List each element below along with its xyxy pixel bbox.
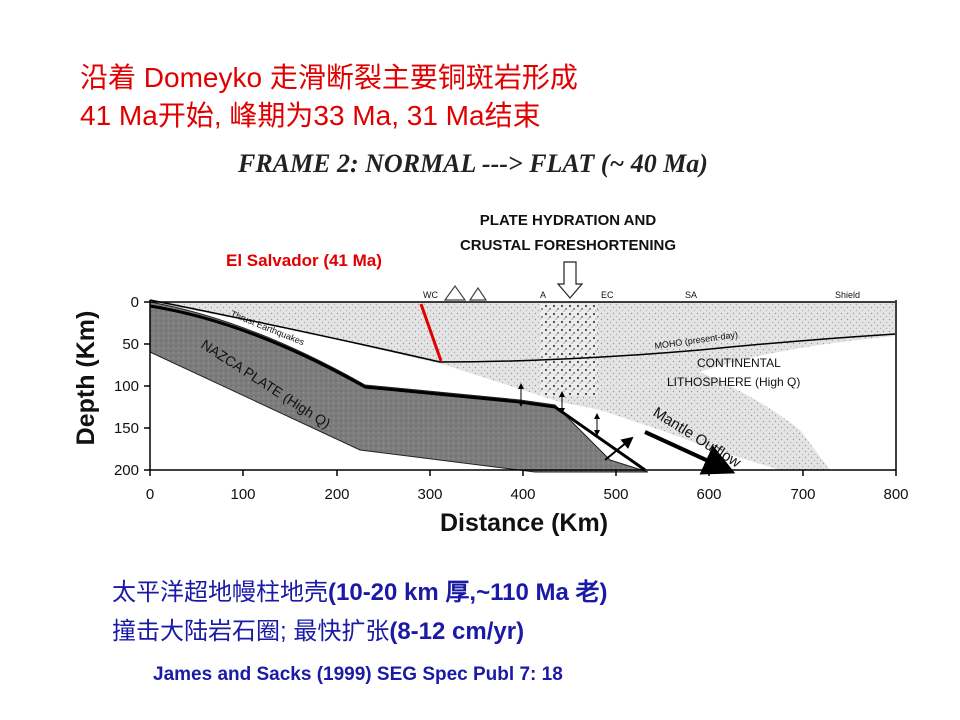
el-salvador-line — [419, 303, 443, 362]
slide-title-line-1: 沿着 Domeyko 走滑断裂主要铜斑岩形成 — [80, 62, 578, 93]
footer-line-1-detail: (10-20 km 厚,~110 Ma 老) — [328, 579, 608, 606]
x-tick-label: 700 — [790, 486, 815, 503]
y-ticks — [144, 301, 150, 471]
slide-title-line-2: 41 Ma开始, 峰期为33 Ma, 31 Ma结束 — [80, 100, 541, 131]
footer-line-1: 太平洋超地幔柱地壳(10-20 km 厚,~110 Ma 老) — [112, 572, 607, 607]
y-tick-label: 100 — [114, 378, 139, 395]
volcano-icon — [443, 284, 467, 301]
upflow-arrow-icon — [604, 436, 634, 461]
continental-label-line-2: LITHOSPHERE (High Q) — [667, 375, 800, 389]
footer-line-2-chinese: 撞击大陆岩石圈; 最快扩张 — [112, 618, 390, 645]
x-tick-label: 500 — [603, 486, 628, 503]
hydration-label-line-2: CRUSTAL FORESHORTENING — [460, 237, 676, 254]
footer-line-1-chinese: 太平洋超地幔柱地壳 — [112, 579, 328, 606]
el-salvador-label: El Salvador (41 Ma) — [226, 251, 382, 270]
surface-label-sa: SA — [685, 290, 697, 300]
surface-label-shield: Shield — [835, 290, 860, 300]
surface-label-ec: EC — [601, 290, 614, 300]
hydration-label-line-1: PLATE HYDRATION AND — [480, 212, 657, 229]
reference-citation: James and Sacks (1999) SEG Spec Publ 7: … — [153, 664, 563, 685]
x-tick-label: 800 — [883, 486, 908, 503]
volcano-icon — [468, 286, 488, 301]
y-tick-label: 150 — [114, 420, 139, 437]
footer-line-2: 撞击大陆岩石圈; 最快扩张(8-12 cm/yr) — [112, 611, 524, 646]
y-tick-label: 50 — [122, 336, 139, 353]
mantle-outflow-arrow-icon — [644, 430, 736, 475]
x-tick-label: 100 — [230, 486, 255, 503]
x-tick-label: 200 — [324, 486, 349, 503]
frame-title: FRAME 2: NORMAL ---> FLAT (~ 40 Ma) — [237, 149, 708, 178]
x-tick-label: 0 — [146, 486, 154, 503]
x-axis-label: Distance (Km) — [440, 509, 608, 537]
x-tick-label: 600 — [696, 486, 721, 503]
lithosphere-lower-region — [560, 372, 830, 470]
y-axis-label: Depth (Km) — [72, 311, 100, 446]
moho-line — [149, 299, 896, 363]
slab-top-edge — [149, 304, 646, 472]
hydration-down-arrow-icon — [556, 261, 584, 299]
surface-label-wc: WC — [423, 290, 438, 300]
y-tick-label: 0 — [131, 294, 139, 311]
x-tick-label: 400 — [510, 486, 535, 503]
nazca-plate-slab — [149, 301, 649, 473]
footer-line-2-detail: (8-12 cm/yr) — [389, 618, 525, 645]
x-ticks — [149, 470, 897, 476]
x-tick-label: 300 — [417, 486, 442, 503]
continental-lithosphere-layer — [150, 302, 895, 402]
hydration-column — [540, 304, 598, 396]
surface-label-a: A — [540, 290, 546, 300]
continental-label-line-1: CONTINENTAL — [697, 356, 781, 370]
y-tick-label: 200 — [114, 462, 139, 479]
